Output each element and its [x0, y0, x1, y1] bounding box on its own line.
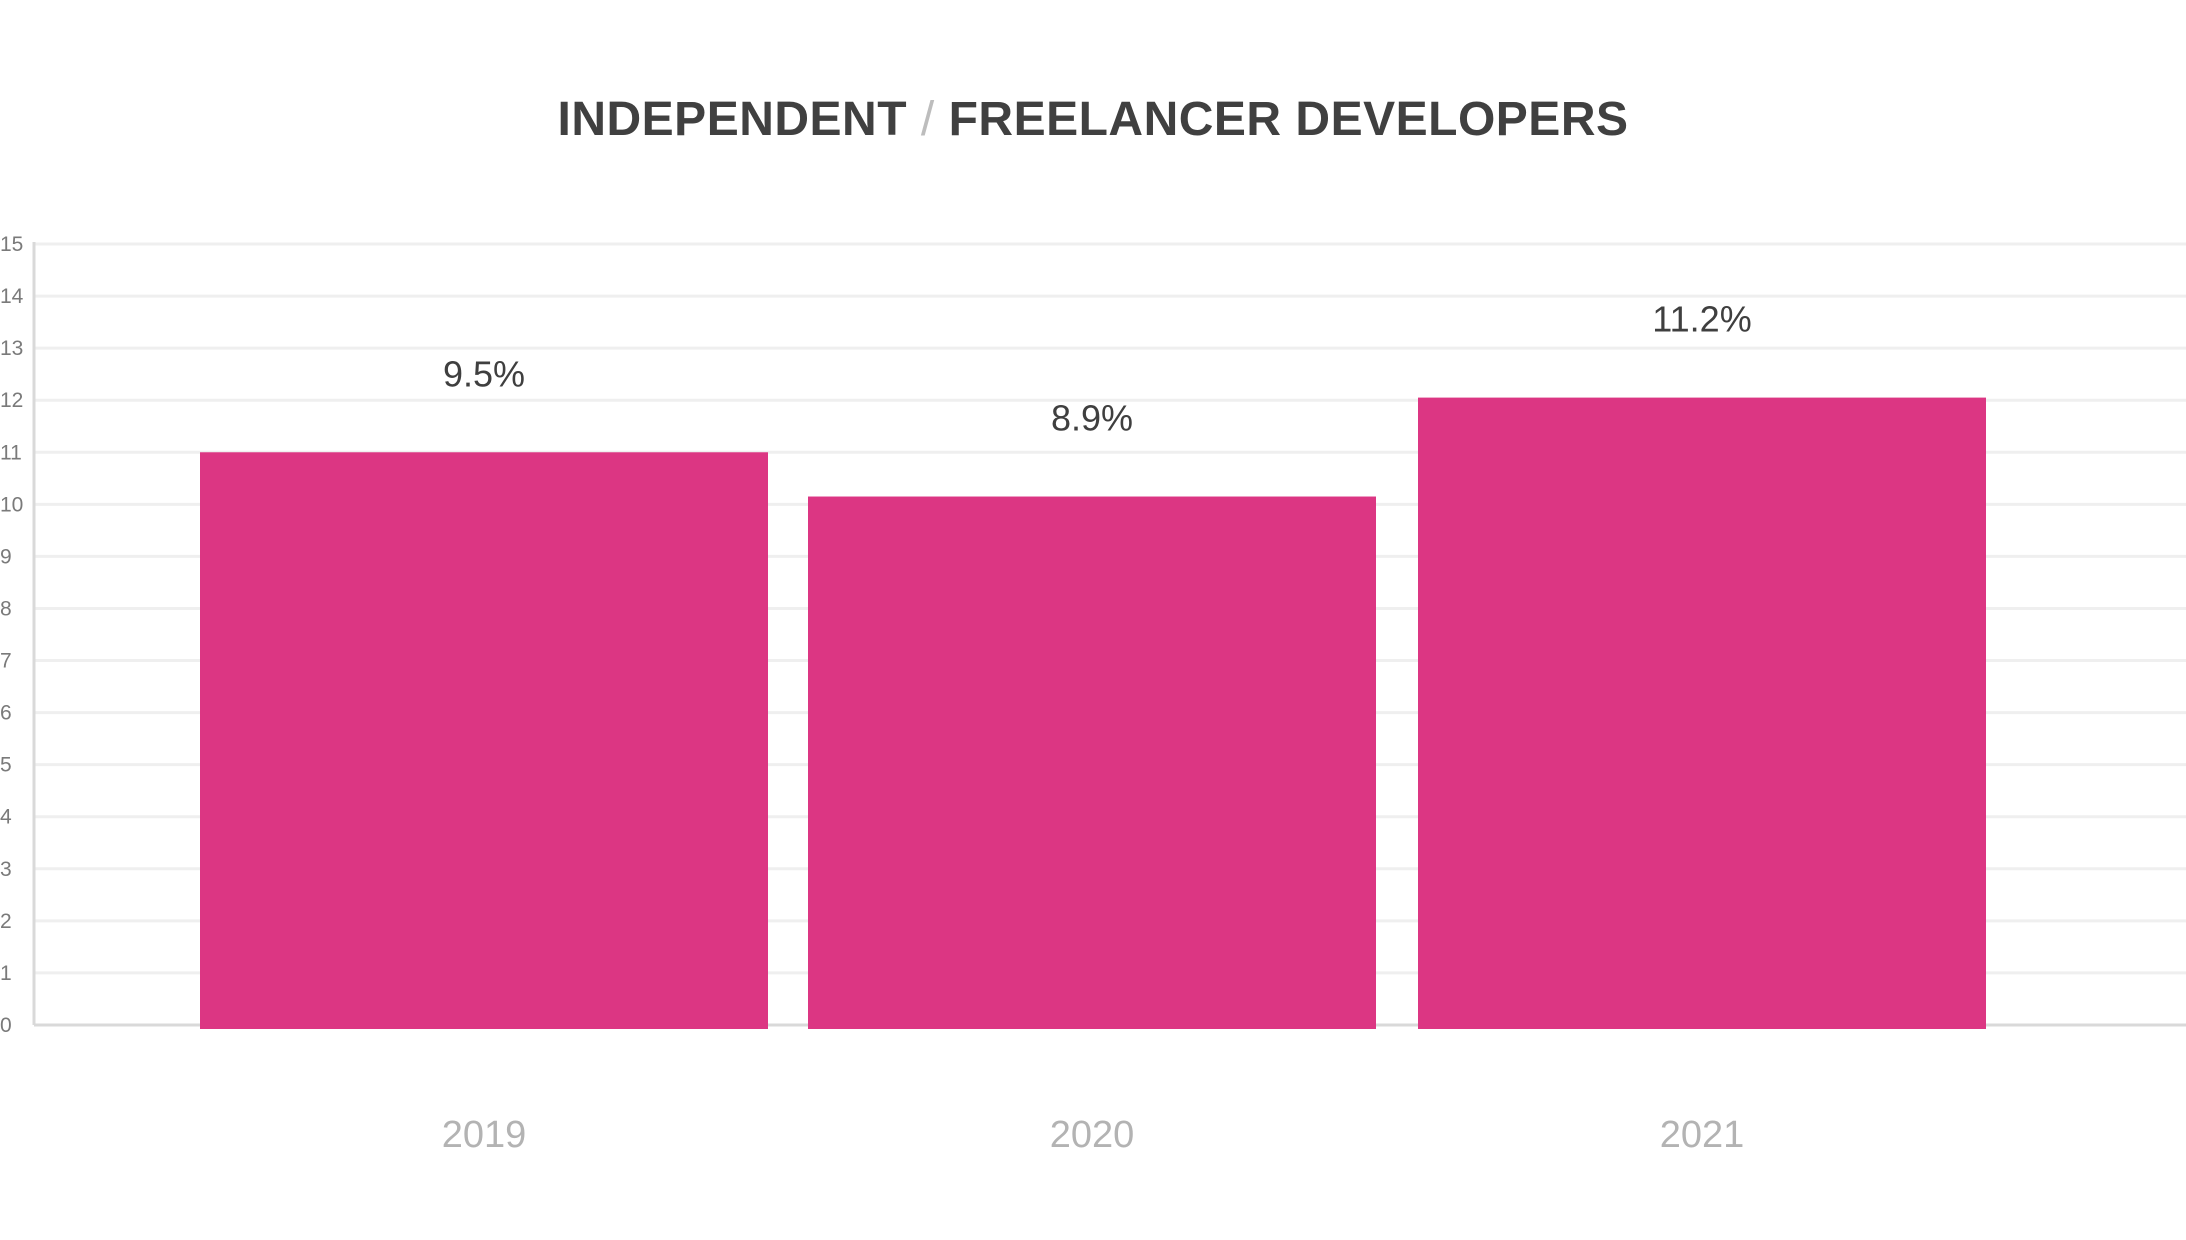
y-tick-label: 10	[0, 493, 23, 516]
x-category-label: 2019	[442, 1114, 527, 1156]
bar	[1418, 397, 1986, 1029]
x-category-label: 2021	[1660, 1114, 1745, 1156]
y-tick-label: 11	[0, 441, 22, 464]
y-tick-label: 0	[0, 1014, 12, 1037]
y-tick-label: 3	[0, 858, 12, 881]
y-tick-label: 6	[0, 702, 12, 725]
y-tick-label: 8	[0, 597, 12, 620]
bar-value-label: 8.9%	[1051, 398, 1133, 439]
y-tick-label: 12	[0, 389, 23, 412]
y-tick-label: 2	[0, 910, 12, 933]
bar	[808, 496, 1376, 1030]
bar	[200, 452, 768, 1029]
y-tick-label: 15	[0, 233, 23, 256]
bar-value-label: 9.5%	[443, 353, 525, 394]
title-secondary: FREELANCER DEVELOPERS	[948, 93, 1629, 146]
y-tick-label: 13	[0, 337, 23, 360]
y-tick-label: 4	[0, 806, 12, 829]
title-separator: /	[920, 93, 935, 146]
title-main: INDEPENDENT	[557, 93, 908, 146]
bar-value-label: 11.2%	[1652, 299, 1751, 340]
chart-title: INDEPENDENT / FREELANCER DEVELOPERS	[0, 92, 2186, 147]
y-tick-label: 5	[0, 754, 12, 777]
y-tick-label: 14	[0, 285, 24, 308]
y-tick-label: 9	[0, 545, 12, 568]
y-tick-label: 7	[0, 650, 12, 673]
x-category-label: 2020	[1050, 1114, 1135, 1156]
y-tick-label: 1	[0, 962, 12, 985]
